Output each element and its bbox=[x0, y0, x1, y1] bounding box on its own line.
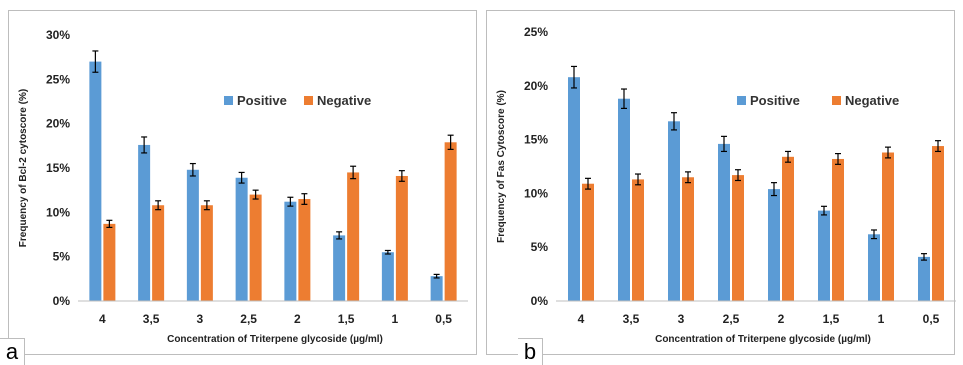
bar-chart-fas: 0% 5% 10% 15% 20% 25% 4 3,5 3 2,5 2 1,5 1 0,5 Concentr… bbox=[496, 25, 956, 345]
y-tick-label: 20% bbox=[46, 117, 70, 131]
x-axis-title: Concentration of Triterpene glycoside (µ… bbox=[655, 334, 871, 345]
bar-positive-3,5 bbox=[618, 98, 630, 301]
bar-positive-2 bbox=[768, 189, 780, 301]
x-tick-label: 4 bbox=[578, 312, 585, 326]
chart-panel-b: 0% 5% 10% 15% 20% 25% 4 3,5 3 2,5 2 1,5 1 0,5 Concentr… bbox=[482, 0, 963, 365]
y-tick-label: 0% bbox=[531, 294, 549, 308]
y-tick-label: 15% bbox=[46, 161, 70, 175]
y-tick-label: 25% bbox=[524, 25, 548, 39]
y-tick-label: 15% bbox=[524, 133, 548, 147]
bar-positive-2,5 bbox=[718, 143, 730, 301]
x-tick-label: 3 bbox=[678, 312, 685, 326]
y-tick-label: 5% bbox=[53, 250, 71, 264]
legend-label-negative: Negative bbox=[317, 93, 371, 108]
bar-negative-2 bbox=[298, 199, 311, 301]
bar-positive-2,5 bbox=[235, 177, 248, 301]
bar-positive-1,5 bbox=[333, 235, 346, 301]
x-tick-label: 2,5 bbox=[240, 312, 257, 326]
y-tick-label: 10% bbox=[524, 186, 548, 200]
x-tick-label: 0,5 bbox=[435, 312, 452, 326]
bar-negative-2,5 bbox=[249, 194, 262, 301]
bar-negative-1,5 bbox=[347, 172, 360, 301]
chart-panel-a: 0% 5% 10% 15% 20% 25% 30% 4 3,5 3 2,5 2 1,5 1 0,5 Conce… bbox=[0, 0, 481, 365]
bar-positive-1 bbox=[868, 234, 880, 301]
bar-negative-3 bbox=[200, 205, 213, 301]
y-tick-label: 20% bbox=[524, 79, 548, 93]
bar-negative-3 bbox=[682, 177, 694, 301]
legend-label-positive: Positive bbox=[237, 93, 287, 108]
panel-label-a: a bbox=[0, 338, 25, 365]
bar-positive-1 bbox=[381, 252, 394, 301]
x-tick-label: 2,5 bbox=[723, 312, 740, 326]
x-tick-label: 2 bbox=[294, 312, 301, 326]
legend-label-positive: Positive bbox=[750, 93, 800, 108]
legend-swatch-negative bbox=[832, 96, 841, 105]
bar-negative-1,5 bbox=[832, 158, 844, 301]
panel-label-b: b bbox=[518, 338, 543, 365]
x-tick-label: 1,5 bbox=[823, 312, 840, 326]
bar-negative-1 bbox=[882, 152, 894, 301]
bar-positive-3 bbox=[668, 121, 680, 301]
x-tick-label: 2 bbox=[778, 312, 785, 326]
bar-negative-4 bbox=[103, 223, 116, 301]
bar-positive-1,5 bbox=[818, 210, 830, 301]
x-axis-title: Concentration of Triterpene glycoside (µ… bbox=[167, 334, 383, 345]
legend-swatch-positive bbox=[737, 96, 746, 105]
bar-negative-2 bbox=[782, 156, 794, 301]
y-tick-label: 10% bbox=[46, 205, 70, 219]
legend-swatch-positive bbox=[224, 96, 233, 105]
bar-positive-3,5 bbox=[138, 144, 151, 301]
bar-negative-3,5 bbox=[632, 179, 644, 301]
x-tick-label: 1 bbox=[392, 312, 399, 326]
bar-chart-bcl2: 0% 5% 10% 15% 20% 25% 30% 4 3,5 3 2,5 2 1,5 1 0,5 Conce… bbox=[18, 28, 468, 345]
bar-positive-3 bbox=[186, 169, 199, 301]
x-tick-label: 1,5 bbox=[338, 312, 355, 326]
bar-positive-4 bbox=[568, 77, 580, 301]
bar-negative-0,5 bbox=[444, 142, 457, 301]
y-tick-label: 5% bbox=[531, 240, 549, 254]
x-tick-label: 4 bbox=[99, 312, 106, 326]
legend-swatch-negative bbox=[304, 96, 313, 105]
y-tick-label: 0% bbox=[53, 294, 71, 308]
y-axis-title: Frequency of Bcl-2 cytoscore (%) bbox=[18, 89, 29, 247]
legend-label-negative: Negative bbox=[845, 93, 899, 108]
x-tick-label: 3,5 bbox=[623, 312, 640, 326]
x-tick-label: 3 bbox=[197, 312, 204, 326]
y-tick-label: 30% bbox=[46, 28, 70, 42]
bar-positive-0,5 bbox=[918, 256, 930, 301]
bar-positive-2 bbox=[284, 201, 297, 301]
bar-negative-0,5 bbox=[932, 146, 944, 301]
bar-negative-1 bbox=[395, 175, 408, 301]
bar-negative-4 bbox=[582, 183, 594, 301]
y-tick-label: 25% bbox=[46, 72, 70, 86]
x-tick-label: 1 bbox=[878, 312, 885, 326]
x-tick-label: 0,5 bbox=[923, 312, 940, 326]
x-tick-label: 3,5 bbox=[143, 312, 160, 326]
bar-positive-0,5 bbox=[430, 276, 443, 301]
bar-positive-4 bbox=[89, 61, 102, 301]
bar-negative-2,5 bbox=[732, 175, 744, 301]
y-axis-title: Frequency of Fas Cytoscore (%) bbox=[496, 90, 507, 243]
bar-negative-3,5 bbox=[152, 205, 165, 301]
